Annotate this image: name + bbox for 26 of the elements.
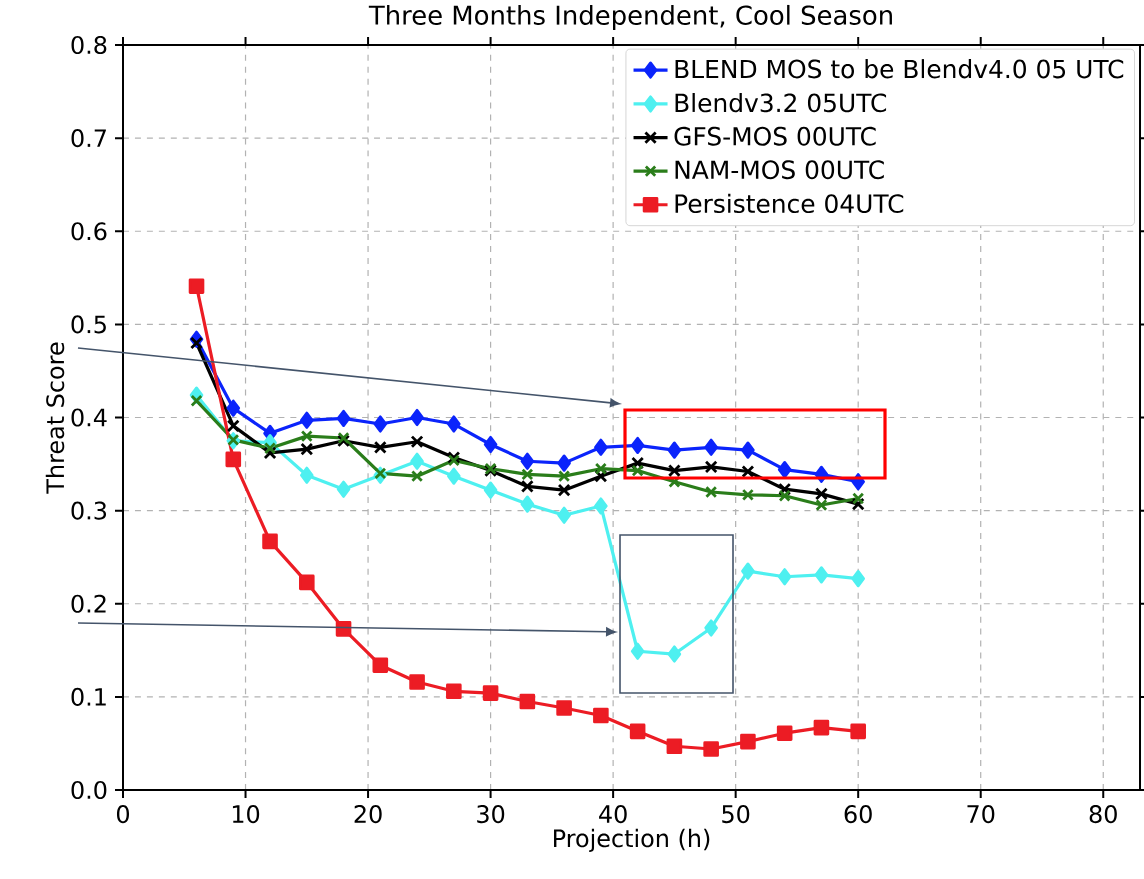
- x-tick-label: 10: [232, 805, 260, 824]
- y-tick-label: 0.2: [71, 594, 106, 613]
- x-tick-label: 60: [844, 805, 872, 824]
- y-tick-label: 0.4: [71, 408, 107, 427]
- legend-label: GFS-MOS 00UTC: [674, 126, 876, 146]
- chart-title: Three Months Independent, Cool Season: [368, 4, 892, 30]
- x-tick-label: 80: [1089, 805, 1117, 824]
- legend-label: Persistence 04UTC: [675, 193, 904, 214]
- x-tick-label: 30: [477, 805, 505, 824]
- y-tick-label: 0.0: [71, 780, 107, 800]
- x-tick-label: 20: [354, 805, 382, 824]
- y-tick-label: 0.8: [71, 35, 107, 55]
- y-axis-title: Threat Score: [45, 342, 65, 494]
- legend-label: NAM-MOS 00UTC: [675, 160, 884, 180]
- x-tick-label: 0: [116, 805, 130, 824]
- legend-label: Blendv3.2 05UTC: [675, 92, 887, 113]
- y-tick-label: 0.3: [71, 501, 107, 520]
- x-axis-title: Projection (h): [554, 828, 710, 852]
- x-tick-label: 40: [599, 805, 627, 824]
- x-tick-label: 50: [722, 805, 750, 824]
- y-tick-label: 0.5: [71, 315, 106, 334]
- y-tick-label: 0.7: [71, 129, 106, 148]
- y-tick-label: 0.1: [71, 687, 106, 706]
- x-tick-label: 70: [967, 805, 995, 824]
- y-tick-label: 0.6: [71, 222, 107, 241]
- legend-label: BLEND MOS to be Blendv4.0 05 UTC: [675, 59, 1124, 79]
